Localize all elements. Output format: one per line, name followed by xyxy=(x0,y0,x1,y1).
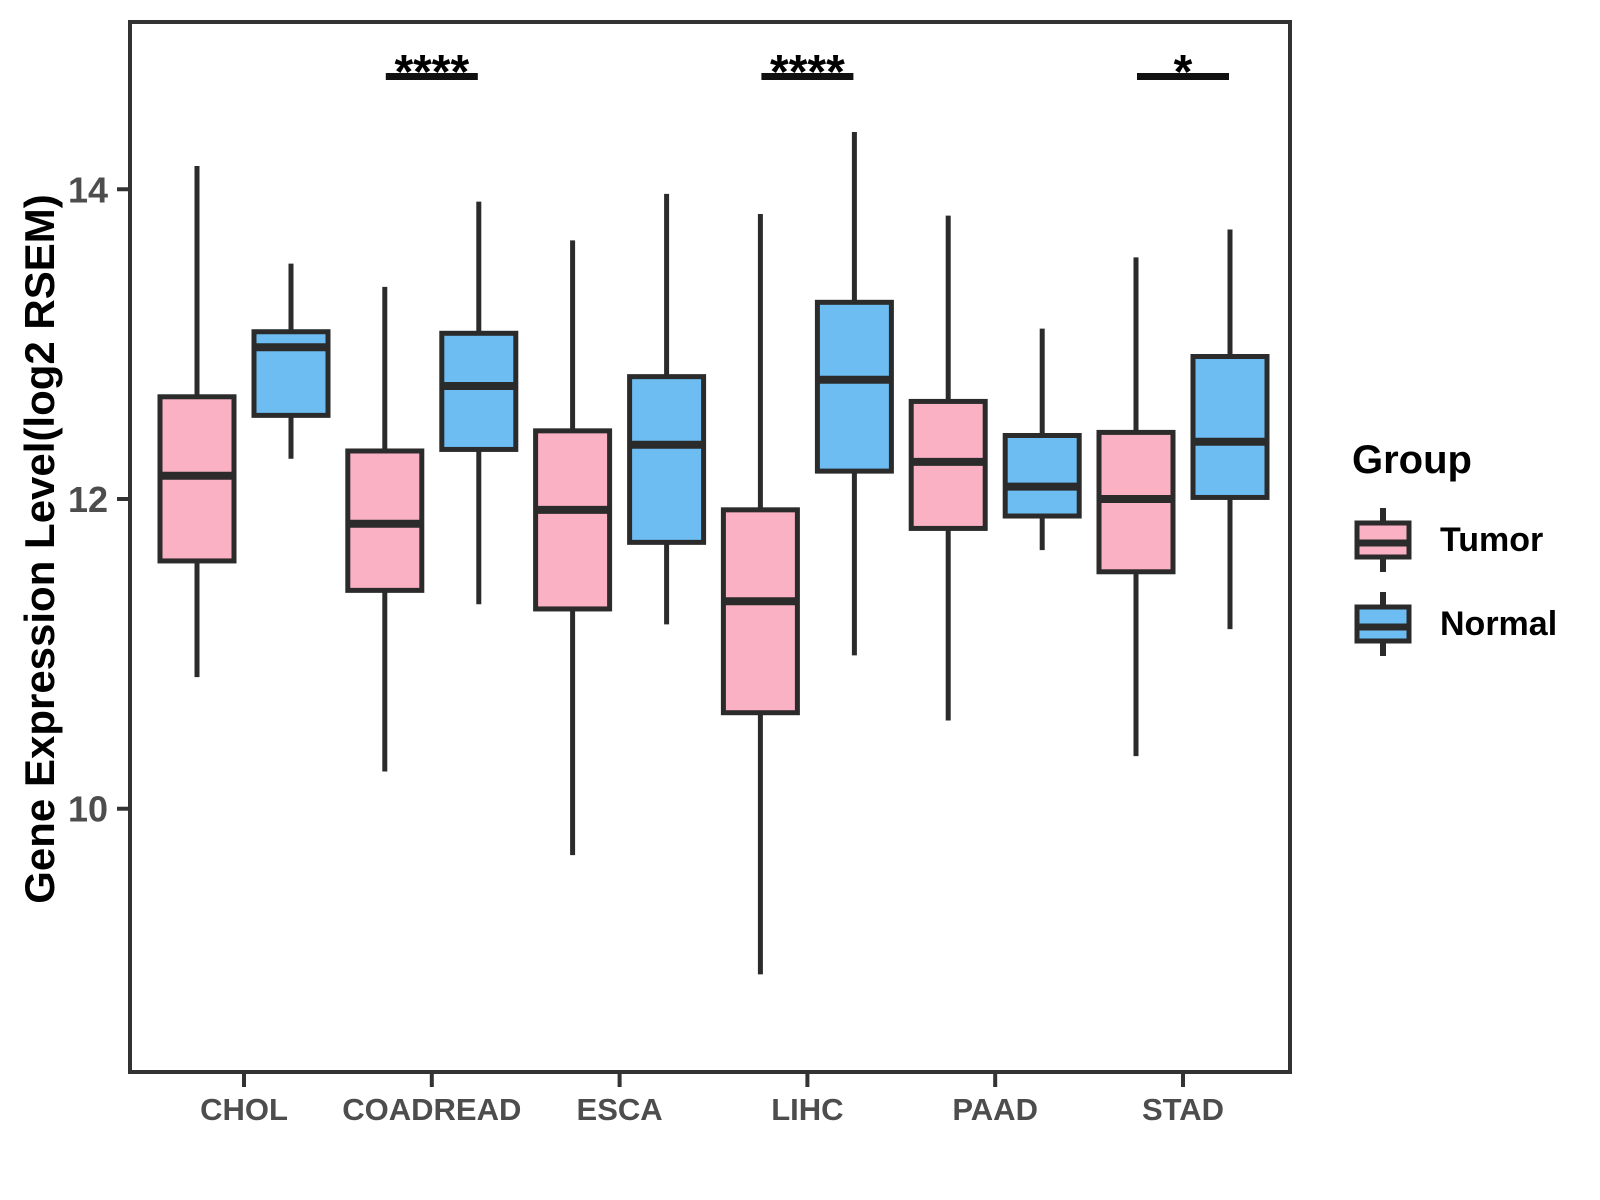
legend-label-tumor: Tumor xyxy=(1440,520,1544,559)
significance-label-coadread: **** xyxy=(394,46,469,99)
box-normal-coadread xyxy=(439,330,519,452)
normal-boxplot-key-icon xyxy=(1354,592,1412,656)
panel-border xyxy=(128,20,1292,1074)
box-tumor-lihc xyxy=(720,507,800,716)
legend-item-tumor: Tumor xyxy=(1352,505,1557,575)
legend-label-normal: Normal xyxy=(1440,604,1558,643)
x-tick-label-lihc: LIHC xyxy=(771,1092,843,1127)
legend-item-normal: Normal xyxy=(1352,589,1557,659)
box-normal-esca xyxy=(627,374,707,545)
y-tick-label: 10 xyxy=(68,789,108,830)
x-tick-label-chol: CHOL xyxy=(200,1092,288,1127)
significance-bar-lihc xyxy=(761,73,854,80)
significance-label-stad: * xyxy=(1174,46,1193,99)
x-tick-label-esca: ESCA xyxy=(577,1092,663,1127)
significance-bar-stad xyxy=(1137,73,1229,80)
legend-title: Group xyxy=(1352,438,1472,482)
x-tick-label-coadread: COADREAD xyxy=(342,1092,521,1127)
y-tick-label: 14 xyxy=(68,169,108,210)
x-tick-label-stad: STAD xyxy=(1142,1092,1224,1127)
box-normal-lihc xyxy=(814,299,894,474)
box-normal-paad xyxy=(1002,432,1082,519)
tumor-boxplot-key-icon xyxy=(1354,508,1412,572)
y-axis-title: Gene Expression Level(log2 RSEM) xyxy=(16,194,63,904)
legend: Group Tumor Normal xyxy=(1352,438,1557,673)
box-tumor-esca xyxy=(533,428,613,612)
box-normal-stad xyxy=(1190,354,1270,500)
significance-bar-coadread xyxy=(385,73,478,80)
x-tick-label-paad: PAAD xyxy=(952,1092,1038,1127)
significance-label-lihc: **** xyxy=(770,46,845,99)
y-tick-label: 12 xyxy=(68,479,108,520)
